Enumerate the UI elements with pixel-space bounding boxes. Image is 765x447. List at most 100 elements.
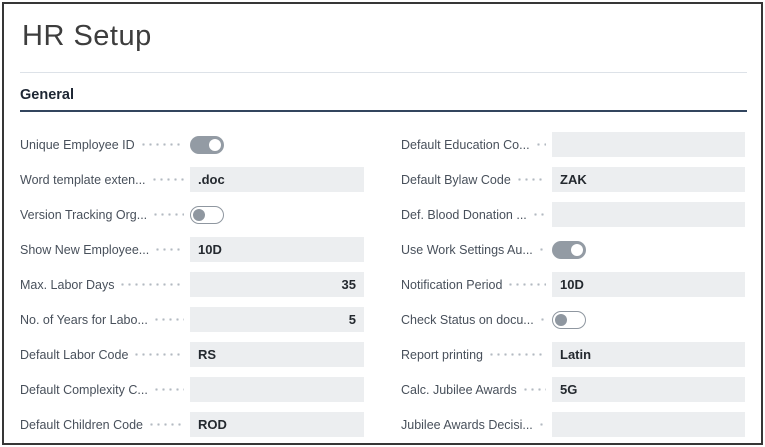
field-row: Report printing Latin [401,342,745,377]
field-control-wrap [190,377,364,402]
leader-dots [507,272,546,297]
toggle-knob [209,138,221,151]
toggle-on[interactable] [552,240,586,259]
field-control-wrap: .doc [190,167,364,192]
text-field[interactable] [552,202,745,227]
leader-dots [133,342,184,367]
field-row: Default Education Co... [401,132,745,167]
text-field[interactable]: Latin [552,342,745,367]
title-divider [20,72,747,73]
toggle-off[interactable] [190,205,224,224]
leader-dots [488,342,546,367]
leader-dots [537,237,546,262]
toggle-off[interactable] [552,310,586,329]
leader-dots [148,412,184,437]
text-field[interactable] [190,377,364,402]
field-label: Default Labor Code [20,347,129,362]
field-row: Calc. Jubilee Awards 5G [401,377,745,412]
leader-dots [515,167,546,192]
text-field[interactable]: 35 [190,272,364,297]
text-field[interactable]: 10D [552,272,745,297]
field-control-wrap [190,202,364,227]
section-header-general[interactable]: General [20,73,747,112]
field-control-wrap [552,412,745,437]
field-label: Use Work Settings Au... [401,242,533,257]
text-field[interactable]: .doc [190,167,364,192]
leader-dots [537,412,546,437]
fields-column-left: Unique Employee ID Word template exten...… [20,132,364,443]
field-label-wrap: Word template exten... [20,167,190,192]
leader-dots [531,202,546,227]
field-row: Def. Blood Donation ... [401,202,745,237]
leader-dots [152,307,184,332]
field-label-wrap: Jubilee Awards Decisi... [401,412,552,437]
section-title: General [20,87,74,103]
leader-dots [150,167,184,192]
text-field[interactable]: ZAK [552,167,745,192]
field-label: Show New Employee... [20,242,150,257]
field-control-wrap: 5G [552,377,745,402]
field-control-wrap [190,132,364,157]
field-label: Default Education Co... [401,137,530,152]
field-row: Default Children Code ROD [20,412,364,443]
field-label-wrap: Default Labor Code [20,342,190,367]
field-label-wrap: Version Tracking Org... [20,202,190,227]
toggle-knob [193,208,205,221]
field-row: Max. Labor Days 35 [20,272,364,307]
field-label-wrap: Unique Employee ID [20,132,190,157]
field-control-wrap [552,237,745,262]
field-label: Def. Blood Donation ... [401,207,527,222]
field-label: Max. Labor Days [20,277,115,292]
field-label-wrap: Calc. Jubilee Awards [401,377,552,402]
field-control-wrap: 35 [190,272,364,297]
fields-grid: Unique Employee ID Word template exten...… [20,132,745,443]
leader-dots [154,237,184,262]
field-label-wrap: Default Education Co... [401,132,552,157]
field-label: Calc. Jubilee Awards [401,382,517,397]
field-label: Notification Period [401,277,503,292]
text-field[interactable]: 5G [552,377,745,402]
field-label-wrap: Default Bylaw Code [401,167,552,192]
field-row: Show New Employee... 10D [20,237,364,272]
field-label-wrap: No. of Years for Labo... [20,307,190,332]
field-row: Jubilee Awards Decisi... [401,412,745,443]
field-control-wrap [552,307,745,332]
toggle-knob [555,313,567,326]
field-row: Default Complexity C... [20,377,364,412]
text-field[interactable]: 5 [190,307,364,332]
leader-dots [139,132,184,157]
toggle-on[interactable] [190,135,224,154]
page-title: HR Setup [22,20,152,52]
field-control-wrap [552,202,745,227]
field-label-wrap: Def. Blood Donation ... [401,202,552,227]
field-label: Check Status on docu... [401,312,534,327]
field-label: Unique Employee ID [20,137,135,152]
field-control-wrap: 5 [190,307,364,332]
field-label: Version Tracking Org... [20,207,148,222]
field-label: No. of Years for Labo... [20,312,148,327]
text-field[interactable]: RS [190,342,364,367]
field-row: No. of Years for Labo... 5 [20,307,364,342]
field-row: Notification Period 10D [401,272,745,307]
field-row: Unique Employee ID [20,132,364,167]
leader-dots [152,377,184,402]
field-row: Use Work Settings Au... [401,237,745,272]
leader-dots [119,272,184,297]
field-label: Jubilee Awards Decisi... [401,417,533,432]
field-label-wrap: Default Children Code [20,412,190,437]
field-label-wrap: Notification Period [401,272,552,297]
field-label: Report printing [401,347,483,362]
text-field[interactable]: ROD [190,412,364,437]
field-label-wrap: Show New Employee... [20,237,190,262]
text-field[interactable] [552,412,745,437]
field-label-wrap: Max. Labor Days [20,272,190,297]
field-control-wrap: ZAK [552,167,745,192]
field-control-wrap [552,132,745,157]
field-control-wrap: ROD [190,412,364,437]
field-row: Default Bylaw Code ZAK [401,167,745,202]
field-label: Default Bylaw Code [401,172,511,187]
text-field[interactable]: 10D [190,237,364,262]
text-field[interactable] [552,132,745,157]
field-row: Word template exten... .doc [20,167,364,202]
